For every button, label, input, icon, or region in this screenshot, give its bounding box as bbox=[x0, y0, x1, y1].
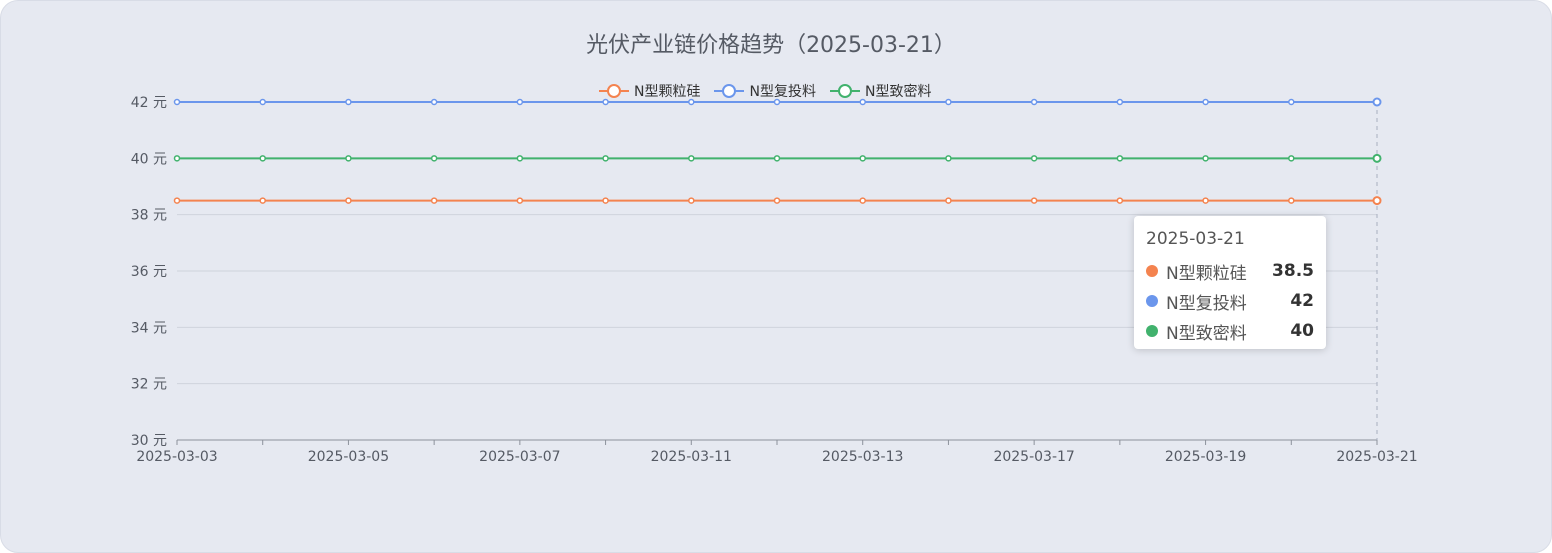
tooltip-row: N型颗粒硅 38.5 bbox=[1146, 256, 1314, 286]
legend-item-granular-silicon[interactable]: N型颗粒硅 bbox=[599, 81, 700, 101]
tooltip-series-value: 40 bbox=[1290, 321, 1314, 341]
tooltip: 2025-03-21 N型颗粒硅 38.5 N型复投料 42 N型致密料 40 bbox=[1134, 216, 1326, 349]
data-point bbox=[1288, 197, 1295, 204]
x-tick-label: 2025-03-07 bbox=[479, 449, 560, 465]
data-point bbox=[1288, 155, 1295, 162]
data-point bbox=[859, 98, 866, 106]
data-point bbox=[1372, 153, 1382, 163]
legend: N型颗粒硅 N型复投料 N型致密料 bbox=[599, 81, 931, 101]
series-dot-icon bbox=[1146, 265, 1158, 277]
x-tick-label: 2025-03-21 bbox=[1336, 449, 1417, 465]
y-tick-label: 40 元 bbox=[131, 151, 167, 167]
data-point bbox=[1202, 98, 1209, 106]
legend-ring bbox=[607, 84, 621, 98]
data-point bbox=[602, 155, 609, 162]
data-point bbox=[516, 197, 524, 204]
legend-label: N型致密料 bbox=[864, 84, 932, 100]
data-point bbox=[773, 197, 781, 204]
tooltip-row: N型复投料 42 bbox=[1146, 286, 1314, 316]
legend-marker-icon bbox=[829, 83, 860, 99]
chart-title: 光伏产业链价格趋势（2025-03-21） bbox=[586, 33, 956, 58]
x-tick-label: 2025-03-03 bbox=[136, 449, 217, 465]
series-dot-icon bbox=[1146, 325, 1158, 337]
tooltip-series-name: N型复投料 bbox=[1166, 293, 1247, 314]
data-point bbox=[430, 155, 438, 162]
data-point bbox=[1116, 197, 1124, 204]
data-point bbox=[345, 98, 352, 106]
legend-item-recharge-material[interactable]: N型复投料 bbox=[714, 81, 816, 101]
tooltip-row: N型致密料 40 bbox=[1146, 316, 1314, 346]
data-point bbox=[516, 155, 524, 162]
tooltip-series-value: 38.5 bbox=[1272, 261, 1314, 281]
x-tick-label: 2025-03-13 bbox=[822, 449, 903, 465]
data-point bbox=[1372, 97, 1382, 107]
data-point bbox=[1202, 197, 1209, 204]
legend-ring bbox=[722, 84, 737, 98]
data-point bbox=[1116, 98, 1124, 106]
tooltip-series-value: 42 bbox=[1290, 291, 1314, 311]
data-point bbox=[430, 197, 438, 204]
x-tick-label: 2025-03-05 bbox=[308, 449, 389, 465]
data-point bbox=[173, 197, 181, 204]
data-point bbox=[345, 197, 352, 204]
data-point bbox=[688, 155, 695, 162]
y-tick-label: 42 元 bbox=[131, 95, 167, 111]
legend-ring bbox=[837, 84, 852, 98]
data-point bbox=[1030, 98, 1038, 106]
y-tick-label: 34 元 bbox=[131, 320, 167, 336]
data-point bbox=[1116, 155, 1124, 162]
data-point bbox=[773, 155, 781, 162]
legend-label: N型复投料 bbox=[749, 84, 816, 100]
data-point bbox=[945, 98, 952, 106]
data-point bbox=[1372, 196, 1382, 206]
data-point bbox=[859, 197, 866, 204]
data-point bbox=[688, 197, 695, 204]
x-tick-label: 2025-03-19 bbox=[1165, 449, 1246, 465]
tooltip-series-name: N型致密料 bbox=[1166, 323, 1247, 344]
legend-marker-icon bbox=[599, 83, 629, 99]
x-tick-label: 2025-03-17 bbox=[993, 449, 1074, 465]
data-point bbox=[173, 155, 181, 162]
data-point bbox=[1030, 155, 1038, 162]
legend-item-dense-material[interactable]: N型致密料 bbox=[829, 81, 932, 101]
data-point bbox=[859, 155, 866, 162]
data-point bbox=[259, 197, 266, 204]
data-point bbox=[516, 98, 524, 106]
y-tick-label: 32 元 bbox=[131, 377, 167, 393]
data-point bbox=[430, 98, 438, 106]
tooltip-series-name: N型颗粒硅 bbox=[1166, 263, 1247, 284]
data-point bbox=[259, 155, 266, 162]
data-point bbox=[345, 155, 352, 162]
data-point bbox=[688, 98, 695, 106]
data-point bbox=[1030, 197, 1038, 204]
data-point bbox=[1288, 98, 1295, 106]
legend-label: N型颗粒硅 bbox=[634, 84, 701, 100]
legend-marker-icon bbox=[714, 83, 745, 99]
data-point bbox=[602, 98, 609, 106]
data-point bbox=[1202, 155, 1209, 162]
data-point bbox=[259, 98, 266, 106]
x-tick-label: 2025-03-11 bbox=[651, 449, 732, 465]
y-tick-label: 38 元 bbox=[131, 208, 167, 224]
y-tick-label: 36 元 bbox=[131, 264, 167, 280]
y-tick-label: 30 元 bbox=[131, 433, 167, 449]
data-point bbox=[173, 98, 181, 106]
data-point bbox=[945, 155, 952, 162]
series-dot-icon bbox=[1146, 295, 1158, 307]
data-point bbox=[945, 197, 952, 204]
data-point bbox=[602, 197, 609, 204]
data-point bbox=[773, 98, 781, 106]
tooltip-date: 2025-03-21 bbox=[1146, 229, 1245, 249]
